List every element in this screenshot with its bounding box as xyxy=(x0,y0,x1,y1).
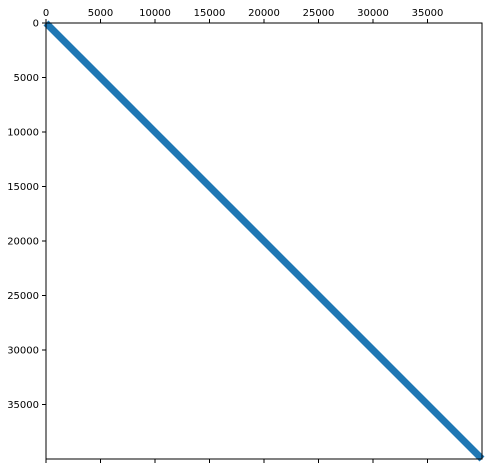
y-tick-label: 25000 xyxy=(7,291,39,302)
y-tick-label: 30000 xyxy=(7,346,39,357)
x-tick-label: 30000 xyxy=(357,8,389,19)
y-tick-label: 35000 xyxy=(7,400,39,411)
x-tick-label: 20000 xyxy=(248,8,280,19)
x-tick-label: 25000 xyxy=(303,8,335,19)
axes-frame xyxy=(45,22,483,460)
diagonal-nonzero-band-0 xyxy=(43,20,485,462)
y-tick-label: 5000 xyxy=(14,73,39,84)
y-tick-label: 15000 xyxy=(7,182,39,193)
y-tick-label: 20000 xyxy=(7,237,39,248)
x-tick-label: 5000 xyxy=(88,8,113,19)
x-tick-label: 0 xyxy=(43,8,49,19)
x-tick-label: 35000 xyxy=(412,8,444,19)
y-tick-label: 0 xyxy=(33,19,39,30)
y-tick-label: 10000 xyxy=(7,128,39,139)
x-tick-label: 15000 xyxy=(194,8,226,19)
x-tick-label: 10000 xyxy=(139,8,171,19)
